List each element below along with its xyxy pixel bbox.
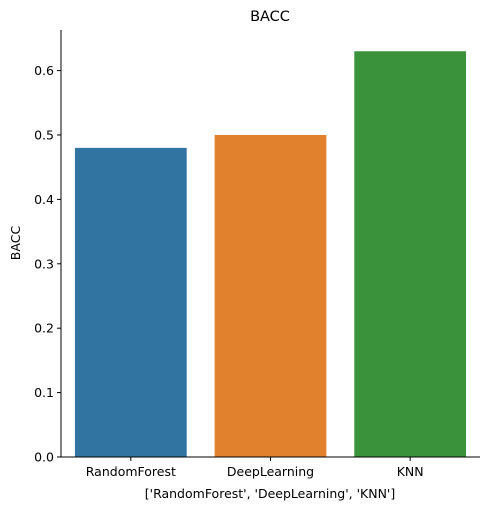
y-tick-label: 0.1: [34, 385, 54, 400]
chart-title: BACC: [250, 9, 290, 25]
y-tick-label: 0.6: [34, 63, 54, 78]
x-tick-label: KNN: [397, 464, 424, 479]
y-tick-label: 0.3: [34, 256, 54, 271]
bar-deeplearning: [215, 135, 327, 457]
bar-knn: [354, 51, 466, 457]
x-axis-ticks: RandomForest DeepLearning KNN: [86, 457, 424, 479]
bars-group: [75, 51, 466, 457]
y-axis-ticks: 0.0 0.1 0.2 0.3 0.4 0.5 0.6: [34, 63, 61, 464]
x-tick-label: DeepLearning: [227, 464, 314, 479]
y-tick-label: 0.5: [34, 127, 54, 142]
y-axis-title: BACC: [8, 226, 23, 261]
x-tick-label: RandomForest: [86, 464, 176, 479]
x-axis-title: ['RandomForest', 'DeepLearning', 'KNN']: [145, 486, 395, 501]
bar-randomforest: [75, 148, 187, 457]
y-tick-label: 0.2: [34, 321, 54, 336]
y-tick-label: 0.4: [34, 192, 54, 207]
y-tick-label: 0.0: [34, 450, 54, 465]
